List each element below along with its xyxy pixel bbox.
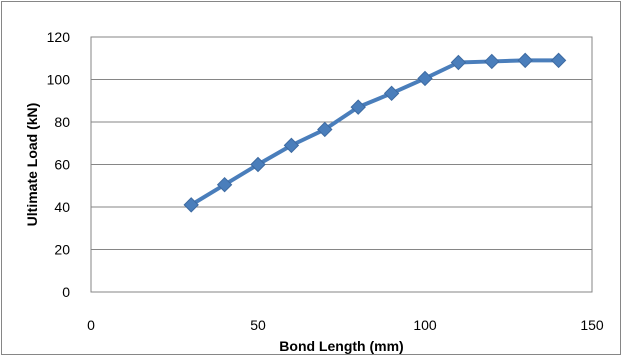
plot-area	[90, 36, 593, 293]
x-tick-label: 50	[250, 317, 266, 333]
data-series	[183, 52, 567, 213]
y-axis-tick-labels: 0 20 40 60 80 100 120	[47, 29, 71, 300]
series-line	[190, 58, 559, 207]
y-tick-label: 40	[54, 199, 70, 215]
data-point-marker	[317, 121, 333, 138]
data-point-marker	[450, 54, 467, 71]
data-point-marker	[550, 52, 567, 69]
data-point-marker	[484, 53, 500, 70]
gridlines	[91, 36, 592, 293]
y-axis-title: Ultimate Load (kN)	[24, 103, 40, 227]
data-point-marker	[183, 197, 199, 213]
x-tick-label: 100	[413, 317, 437, 333]
data-point-marker	[517, 52, 533, 69]
y-tick-label: 80	[54, 114, 70, 130]
data-point-marker	[216, 176, 233, 193]
x-tick-label: 150	[580, 317, 604, 333]
data-point-marker	[283, 137, 300, 154]
data-point-marker	[417, 70, 433, 87]
x-tick-label: 0	[87, 317, 95, 333]
y-tick-label: 100	[47, 72, 71, 88]
y-tick-label: 60	[54, 157, 70, 173]
y-tick-label: 0	[62, 284, 70, 300]
y-tick-label: 20	[54, 242, 70, 258]
data-point-marker	[383, 85, 400, 102]
y-tick-label: 120	[47, 29, 71, 45]
x-axis-tick-labels: 0 50 100 150	[87, 317, 604, 333]
data-point-marker	[350, 99, 366, 115]
data-point-marker	[250, 156, 266, 173]
x-axis-title: Bond Length (mm)	[279, 338, 403, 354]
